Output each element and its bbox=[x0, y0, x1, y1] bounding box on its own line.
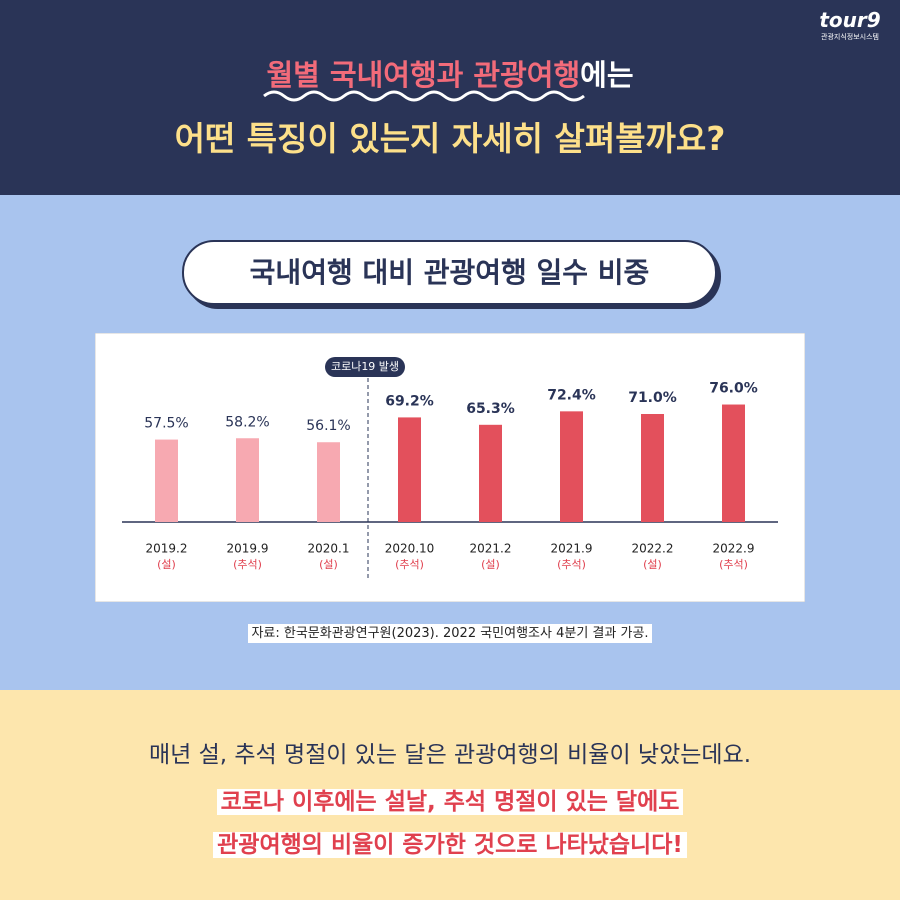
bar bbox=[479, 424, 502, 522]
source-text: 자료: 한국문화관광연구원(2023). 2022 국민여행조사 4분기 결과 … bbox=[248, 624, 652, 643]
bar bbox=[641, 414, 664, 522]
header-line2: 어떤 특징이 있는지 자세히 살펴볼까요? bbox=[174, 119, 726, 158]
x-tick-label: 2021.2 bbox=[470, 542, 512, 556]
x-tick-label: 2022.9 bbox=[713, 542, 755, 556]
value-label: 71.0% bbox=[628, 390, 677, 406]
x-sublabel: (설) bbox=[319, 558, 338, 571]
bar bbox=[317, 442, 340, 522]
chart-panel bbox=[95, 333, 805, 602]
x-sublabel: (추석) bbox=[233, 558, 262, 571]
x-tick-label: 2022.2 bbox=[632, 542, 674, 556]
bar bbox=[155, 439, 178, 522]
header-rest: 에는 bbox=[580, 58, 634, 92]
x-sublabel: (추석) bbox=[719, 558, 748, 571]
annotation: 코로나19 발생 bbox=[331, 360, 399, 373]
footer-line2: 코로나 이후에는 설날, 추석 명절이 있는 달에도 bbox=[0, 782, 900, 816]
bar bbox=[722, 404, 745, 522]
value-label: 58.2% bbox=[225, 414, 269, 430]
x-tick-label: 2020.10 bbox=[385, 542, 435, 556]
x-sublabel: (추석) bbox=[395, 558, 424, 571]
logo-subtitle: 관광지식정보시스템 bbox=[821, 33, 879, 41]
x-tick-label: 2019.9 bbox=[227, 542, 269, 556]
value-label: 65.3% bbox=[466, 401, 515, 417]
value-label: 56.1% bbox=[306, 418, 350, 434]
x-tick-label: 2019.2 bbox=[146, 542, 188, 556]
x-tick-label: 2020.1 bbox=[308, 542, 350, 556]
x-sublabel: (설) bbox=[157, 558, 176, 571]
bar bbox=[236, 438, 259, 522]
x-sublabel: (설) bbox=[481, 558, 500, 571]
header-highlight: 월별 국내여행과 관광여행 bbox=[266, 58, 581, 92]
footer-highlight: 관광여행의 비율이 증가한 것으로 나타났습니다! bbox=[213, 832, 687, 858]
value-label: 57.5% bbox=[144, 416, 188, 432]
source: 자료: 한국문화관광연구원(2023). 2022 국민여행조사 4분기 결과 … bbox=[0, 622, 900, 643]
footer-highlight: 코로나 이후에는 설날, 추석 명절이 있는 달에도 bbox=[216, 789, 684, 815]
footer-line1: 매년 설, 추석 명절이 있는 달은 관광여행의 비율이 낮았는데요. bbox=[148, 742, 752, 768]
annotation-pill bbox=[325, 357, 405, 377]
bar bbox=[398, 417, 421, 522]
chart-title: 국내여행 대비 관광여행 일수 비중 bbox=[182, 240, 717, 305]
value-label: 69.2% bbox=[385, 393, 434, 409]
chart: 코로나19 발생 2019.2 (설) 57.5% 2019.9 (추석) 58.2% 20… bbox=[95, 333, 805, 602]
header-bg bbox=[0, 0, 900, 195]
bar bbox=[560, 411, 583, 522]
x-sublabel: (설) bbox=[643, 558, 662, 571]
footer-line3: 관광여행의 비율이 증가한 것으로 나타났습니다! bbox=[0, 825, 900, 859]
value-label: 72.4% bbox=[547, 387, 596, 403]
logo: tour9 관광지식정보시스템 bbox=[810, 8, 890, 42]
header-line1: 월별 국내여행과 관광여행에는 bbox=[0, 52, 900, 94]
logo-name: tour9 bbox=[819, 8, 881, 32]
x-sublabel: (추석) bbox=[557, 558, 586, 571]
value-label: 76.0% bbox=[709, 381, 758, 397]
x-tick-label: 2021.9 bbox=[551, 542, 593, 556]
wavy-underline bbox=[263, 90, 585, 102]
wave bbox=[263, 90, 585, 102]
